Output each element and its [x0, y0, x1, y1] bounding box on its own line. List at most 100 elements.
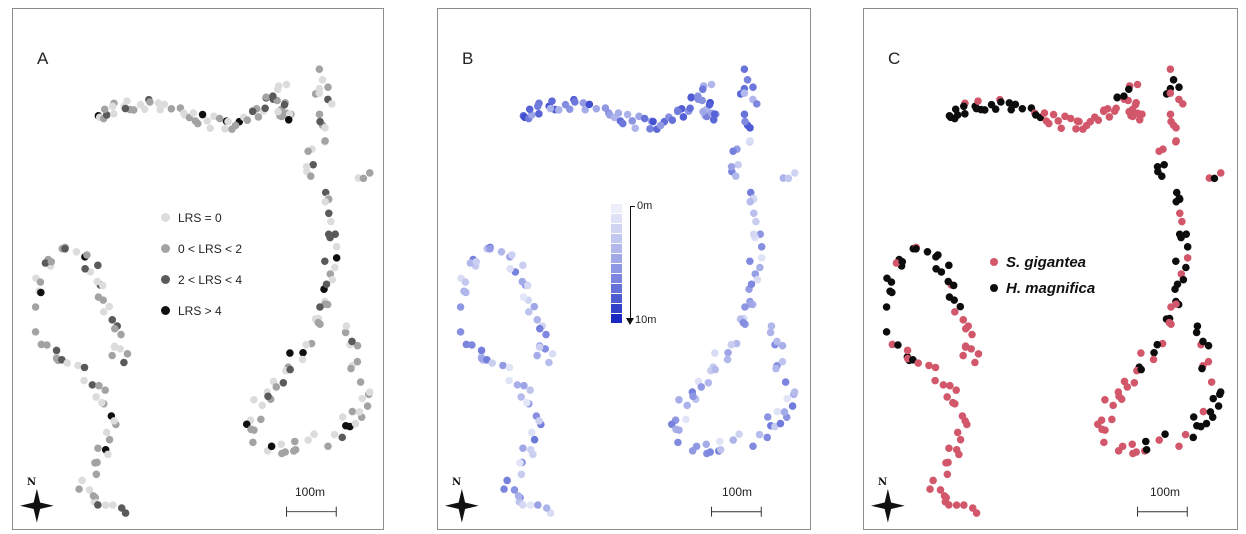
- site-point: [1198, 364, 1206, 373]
- site-point: [462, 340, 471, 349]
- site-point: [488, 359, 496, 367]
- site-point: [462, 288, 470, 297]
- site-point: [674, 438, 682, 447]
- site-point: [1167, 117, 1175, 126]
- site-point: [1100, 438, 1108, 447]
- site-point: [961, 110, 969, 118]
- site-point: [952, 386, 960, 394]
- site-point: [206, 124, 215, 133]
- site-point: [1125, 107, 1133, 116]
- site-point: [740, 89, 749, 97]
- site-point: [1175, 83, 1183, 91]
- site-point: [1206, 408, 1215, 416]
- site-point: [104, 450, 112, 459]
- depth-swatch: [611, 264, 622, 273]
- site-point: [315, 65, 324, 73]
- site-point: [74, 361, 82, 370]
- site-point: [1178, 217, 1186, 226]
- site-point: [525, 308, 533, 316]
- site-point: [1210, 174, 1219, 183]
- site-point: [1128, 440, 1137, 449]
- site-point: [506, 265, 514, 273]
- site-point: [932, 265, 940, 273]
- site-point: [120, 358, 128, 367]
- site-point: [1018, 104, 1027, 113]
- site-point: [914, 359, 922, 367]
- site-point: [741, 117, 749, 126]
- site-point: [520, 381, 528, 390]
- site-point: [1189, 433, 1198, 442]
- site-point: [1054, 117, 1063, 125]
- site-point: [912, 245, 920, 253]
- site-point: [959, 102, 968, 111]
- site-point: [942, 459, 950, 467]
- site-point: [302, 162, 311, 171]
- site-point: [619, 119, 627, 128]
- site-point: [497, 248, 506, 256]
- site-point: [888, 340, 897, 349]
- site-point: [783, 394, 792, 403]
- site-point: [791, 169, 799, 177]
- site-point: [667, 420, 676, 429]
- site-point: [1005, 99, 1014, 107]
- site-point: [923, 248, 932, 256]
- site-point: [554, 106, 563, 114]
- site-point: [959, 351, 967, 360]
- site-point: [951, 105, 960, 114]
- site-point: [740, 65, 749, 73]
- site-point: [94, 444, 102, 453]
- site-point: [689, 392, 697, 401]
- site-point: [1075, 117, 1083, 126]
- site-point: [315, 89, 324, 97]
- site-point: [1199, 337, 1207, 346]
- site-point: [1166, 110, 1175, 119]
- site-point: [314, 318, 323, 327]
- site-point: [746, 124, 754, 132]
- site-point: [711, 365, 719, 374]
- site-point: [767, 322, 776, 330]
- site-point: [945, 261, 953, 270]
- site-point: [946, 381, 954, 390]
- site-point: [203, 117, 212, 125]
- panel-label-c: C: [888, 49, 901, 68]
- site-point: [269, 92, 277, 100]
- site-point: [1214, 402, 1223, 410]
- site-point: [353, 357, 362, 366]
- site-point: [716, 445, 725, 454]
- map-panel-a: A LRS = 0 0 < LRS < 2 2 < LRS < 4 LRS > …: [12, 8, 384, 530]
- site-point: [1192, 328, 1201, 337]
- site-point: [526, 386, 534, 394]
- site-point: [348, 407, 357, 416]
- site-point: [716, 437, 724, 446]
- site-point: [189, 109, 198, 117]
- site-point: [85, 486, 94, 494]
- site-point: [561, 100, 570, 109]
- site-point: [949, 398, 957, 407]
- site-point: [1136, 110, 1145, 118]
- site-point: [167, 104, 176, 113]
- site-point: [500, 485, 508, 493]
- site-point: [1179, 275, 1188, 284]
- site-point: [210, 112, 218, 121]
- site-point: [358, 394, 366, 403]
- site-point: [316, 117, 324, 126]
- site-point: [739, 318, 748, 327]
- site-point: [110, 417, 118, 425]
- depth-axis: [630, 206, 631, 323]
- site-point: [338, 433, 347, 442]
- site-point: [541, 345, 550, 353]
- site-point: [1112, 104, 1120, 113]
- site-point: [724, 348, 732, 357]
- site-point: [732, 172, 740, 180]
- site-point: [1150, 348, 1158, 357]
- site-point: [710, 110, 719, 118]
- site-point: [585, 100, 594, 109]
- site-point: [1149, 355, 1158, 364]
- site-point: [109, 501, 117, 509]
- site-point: [346, 422, 354, 431]
- site-point: [698, 85, 707, 94]
- site-point: [356, 378, 365, 386]
- site-point: [530, 302, 539, 311]
- site-point: [365, 169, 374, 177]
- site-point: [273, 85, 282, 94]
